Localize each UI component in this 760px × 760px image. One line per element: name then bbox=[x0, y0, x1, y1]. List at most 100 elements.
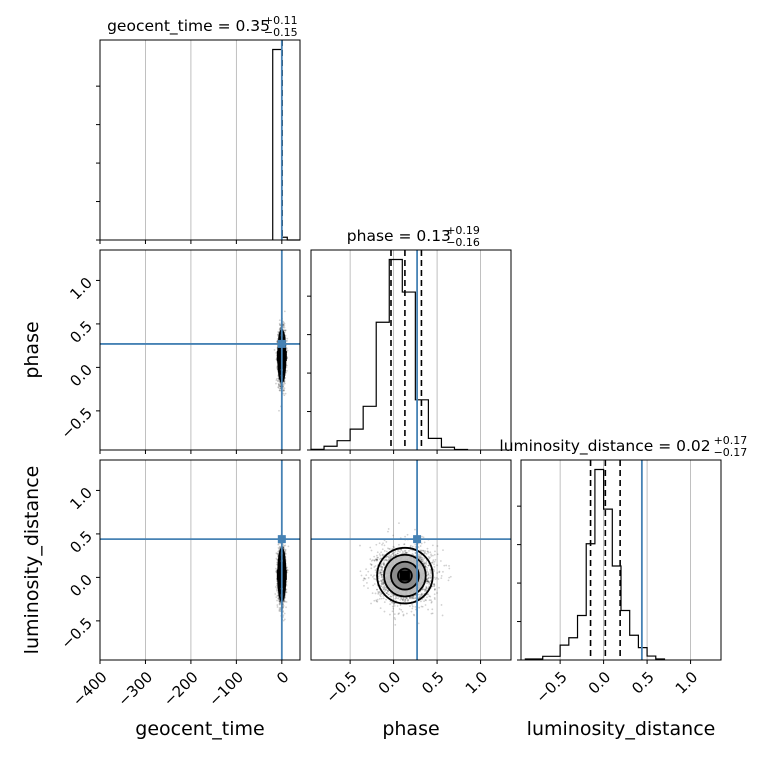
sample-point bbox=[367, 570, 370, 573]
sample-point bbox=[282, 392, 285, 395]
sample-point bbox=[277, 331, 280, 333]
sample-point bbox=[278, 409, 280, 412]
sample-point bbox=[282, 384, 285, 387]
sample-point bbox=[278, 600, 281, 603]
sample-point bbox=[286, 340, 288, 342]
sample-point bbox=[430, 612, 433, 615]
sample-point bbox=[369, 546, 372, 549]
sample-point bbox=[419, 545, 422, 547]
sample-point bbox=[427, 593, 430, 596]
sample-point bbox=[282, 546, 285, 549]
sample-point bbox=[284, 553, 287, 555]
sample-point bbox=[285, 591, 288, 594]
sample-point bbox=[285, 606, 287, 609]
sample-point bbox=[279, 600, 281, 603]
sample-point bbox=[380, 580, 383, 583]
scatter-panel-geocent_time-luminosity_distance bbox=[96, 459, 301, 664]
sample-point bbox=[406, 598, 409, 601]
sample-point bbox=[401, 598, 404, 601]
sample-point bbox=[277, 597, 280, 600]
sample-point bbox=[279, 387, 282, 390]
sample-point bbox=[380, 576, 383, 579]
sample-point bbox=[419, 557, 422, 560]
sample-point bbox=[426, 589, 428, 591]
sample-point bbox=[286, 566, 289, 569]
sample-point bbox=[420, 593, 423, 596]
sample-point bbox=[283, 387, 286, 390]
sample-point bbox=[430, 601, 433, 604]
sample-point bbox=[278, 547, 281, 550]
sample-point bbox=[402, 613, 405, 616]
sample-point bbox=[276, 552, 279, 555]
sample-point bbox=[279, 323, 281, 326]
sample-point bbox=[284, 600, 286, 603]
sample-point bbox=[433, 553, 436, 556]
sample-point bbox=[276, 590, 278, 592]
sample-point bbox=[275, 596, 278, 598]
sample-point bbox=[286, 569, 289, 572]
sample-point bbox=[392, 607, 395, 610]
sample-point bbox=[404, 598, 407, 601]
sample-point bbox=[379, 579, 382, 582]
sample-point bbox=[282, 619, 285, 622]
sample-point bbox=[431, 612, 434, 615]
sample-point bbox=[377, 591, 380, 594]
truth-marker bbox=[277, 339, 286, 348]
plot-area bbox=[100, 250, 300, 450]
sample-point bbox=[275, 571, 278, 573]
sample-point bbox=[381, 575, 383, 578]
sample-point bbox=[276, 340, 279, 343]
sample-point bbox=[278, 542, 280, 545]
sample-point bbox=[283, 394, 286, 397]
sample-point bbox=[379, 569, 382, 571]
sample-point bbox=[276, 553, 279, 555]
sample-point bbox=[276, 599, 278, 602]
sample-point bbox=[285, 347, 288, 350]
panel-frame bbox=[520, 459, 722, 661]
sample-point bbox=[398, 612, 400, 615]
sample-point bbox=[278, 389, 281, 392]
sample-point bbox=[383, 544, 386, 547]
sample-point bbox=[278, 322, 281, 325]
sample-point bbox=[282, 544, 285, 546]
sample-point bbox=[412, 613, 415, 616]
sample-point bbox=[285, 591, 288, 593]
sample-point bbox=[379, 607, 382, 610]
sample-point bbox=[284, 550, 287, 553]
sample-point bbox=[275, 382, 277, 385]
sample-point bbox=[393, 594, 396, 597]
sample-point bbox=[423, 562, 426, 565]
sample-point bbox=[283, 545, 286, 547]
sample-point bbox=[401, 550, 404, 553]
hist-panel-luminosity_distance bbox=[517, 459, 722, 664]
sample-point bbox=[433, 566, 436, 568]
sample-point bbox=[427, 573, 430, 576]
sample-point bbox=[428, 564, 430, 567]
sample-point bbox=[278, 607, 281, 609]
sample-point bbox=[393, 605, 396, 607]
sample-point bbox=[284, 329, 287, 332]
sample-point bbox=[277, 546, 280, 549]
panel-frame bbox=[310, 249, 512, 451]
sample-point bbox=[277, 379, 279, 382]
sample-point bbox=[278, 603, 281, 606]
sample-point bbox=[276, 606, 279, 608]
sample-point bbox=[418, 556, 421, 559]
sample-point bbox=[283, 329, 286, 332]
sample-point bbox=[277, 543, 280, 546]
sample-point bbox=[278, 384, 281, 387]
sample-point bbox=[382, 597, 385, 600]
sample-point bbox=[420, 559, 423, 562]
sample-point bbox=[285, 369, 288, 372]
panel-bg bbox=[100, 250, 300, 450]
sample-point bbox=[405, 597, 408, 600]
sample-point bbox=[378, 542, 381, 545]
sample-point bbox=[283, 310, 286, 313]
sample-point bbox=[392, 554, 395, 557]
sample-point bbox=[433, 583, 435, 585]
sample-point bbox=[383, 562, 386, 565]
sample-point bbox=[283, 612, 286, 615]
sample-point bbox=[371, 592, 374, 595]
sample-point bbox=[278, 609, 281, 612]
